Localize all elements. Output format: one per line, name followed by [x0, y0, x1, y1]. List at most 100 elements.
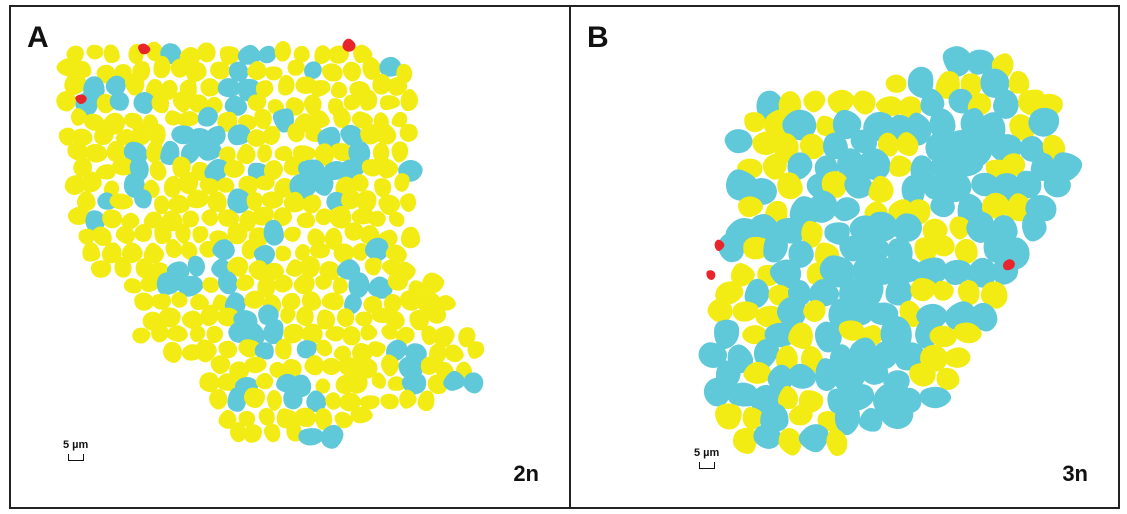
cell [394, 173, 410, 192]
cell [844, 298, 874, 326]
cell [275, 245, 292, 262]
cell [875, 96, 904, 116]
cell [971, 172, 1000, 197]
cell [199, 372, 220, 393]
cell [274, 178, 294, 199]
cell [287, 123, 305, 143]
cell [788, 322, 813, 350]
cell [350, 406, 373, 424]
cell [850, 129, 878, 154]
cell [936, 367, 960, 391]
cell [321, 357, 342, 376]
scale-bar: 5 µm [57, 439, 117, 469]
cell [399, 193, 417, 212]
cell [895, 342, 926, 371]
cell [362, 57, 382, 80]
cell [229, 361, 250, 382]
cell [355, 311, 373, 327]
cell [73, 157, 93, 178]
cell [251, 206, 274, 226]
cell [333, 106, 351, 129]
cell [200, 304, 219, 327]
cell [914, 237, 937, 264]
cell [325, 392, 342, 410]
cell [154, 222, 172, 245]
cell [218, 270, 238, 295]
cell [782, 109, 817, 141]
cell [714, 239, 725, 251]
cell [218, 340, 238, 359]
cell [248, 260, 269, 281]
cell [1005, 193, 1033, 222]
cell [151, 322, 169, 343]
cell [814, 321, 842, 353]
cell [364, 237, 389, 261]
cell [146, 140, 164, 164]
cell [332, 277, 348, 295]
cell [324, 227, 343, 251]
cell [263, 423, 281, 443]
cell [56, 91, 76, 112]
cell [149, 123, 166, 147]
cell [342, 326, 361, 346]
cell [1000, 153, 1026, 177]
cell [283, 323, 305, 344]
cell [254, 108, 272, 130]
cell [381, 324, 398, 340]
cell [109, 91, 130, 111]
cell [292, 145, 317, 161]
cell [134, 189, 152, 209]
cell [64, 72, 87, 96]
cell [272, 108, 294, 133]
cell [803, 299, 826, 322]
cell [138, 43, 151, 55]
cell [803, 90, 826, 113]
panel-letter: A [27, 21, 49, 54]
cell [805, 190, 838, 223]
cell [162, 341, 183, 363]
cell [315, 378, 331, 394]
cell [153, 195, 170, 215]
cell [837, 148, 865, 180]
cell [351, 111, 373, 129]
cell [294, 243, 310, 261]
cell [238, 339, 260, 358]
cell [207, 125, 226, 146]
cell [301, 323, 323, 345]
cell [832, 109, 862, 140]
cell [309, 110, 330, 130]
cell [304, 61, 322, 80]
cell [380, 393, 399, 410]
cell [241, 239, 258, 260]
cell [885, 277, 913, 306]
cell [868, 211, 898, 242]
cell [134, 292, 155, 311]
cell [378, 194, 401, 216]
cell [187, 94, 209, 113]
cell [109, 193, 134, 210]
cell [1028, 107, 1060, 137]
cell [244, 290, 265, 309]
cell [1043, 172, 1071, 198]
cell [706, 270, 716, 280]
cell [199, 240, 217, 258]
cell [432, 325, 455, 348]
cell [966, 257, 996, 288]
cell [776, 296, 807, 329]
cell [132, 327, 151, 344]
cell [58, 127, 76, 146]
cell [84, 113, 105, 131]
cell [201, 209, 219, 227]
cell-map-2n [56, 38, 485, 449]
cell [262, 262, 284, 281]
cell [149, 160, 167, 181]
cell [181, 310, 203, 329]
cell [993, 89, 1019, 119]
cell [247, 61, 267, 81]
cell [101, 242, 122, 264]
cell [321, 63, 343, 82]
scale-bar-line [68, 454, 84, 461]
cell [275, 338, 292, 360]
cell [788, 404, 813, 426]
cell [218, 409, 237, 429]
